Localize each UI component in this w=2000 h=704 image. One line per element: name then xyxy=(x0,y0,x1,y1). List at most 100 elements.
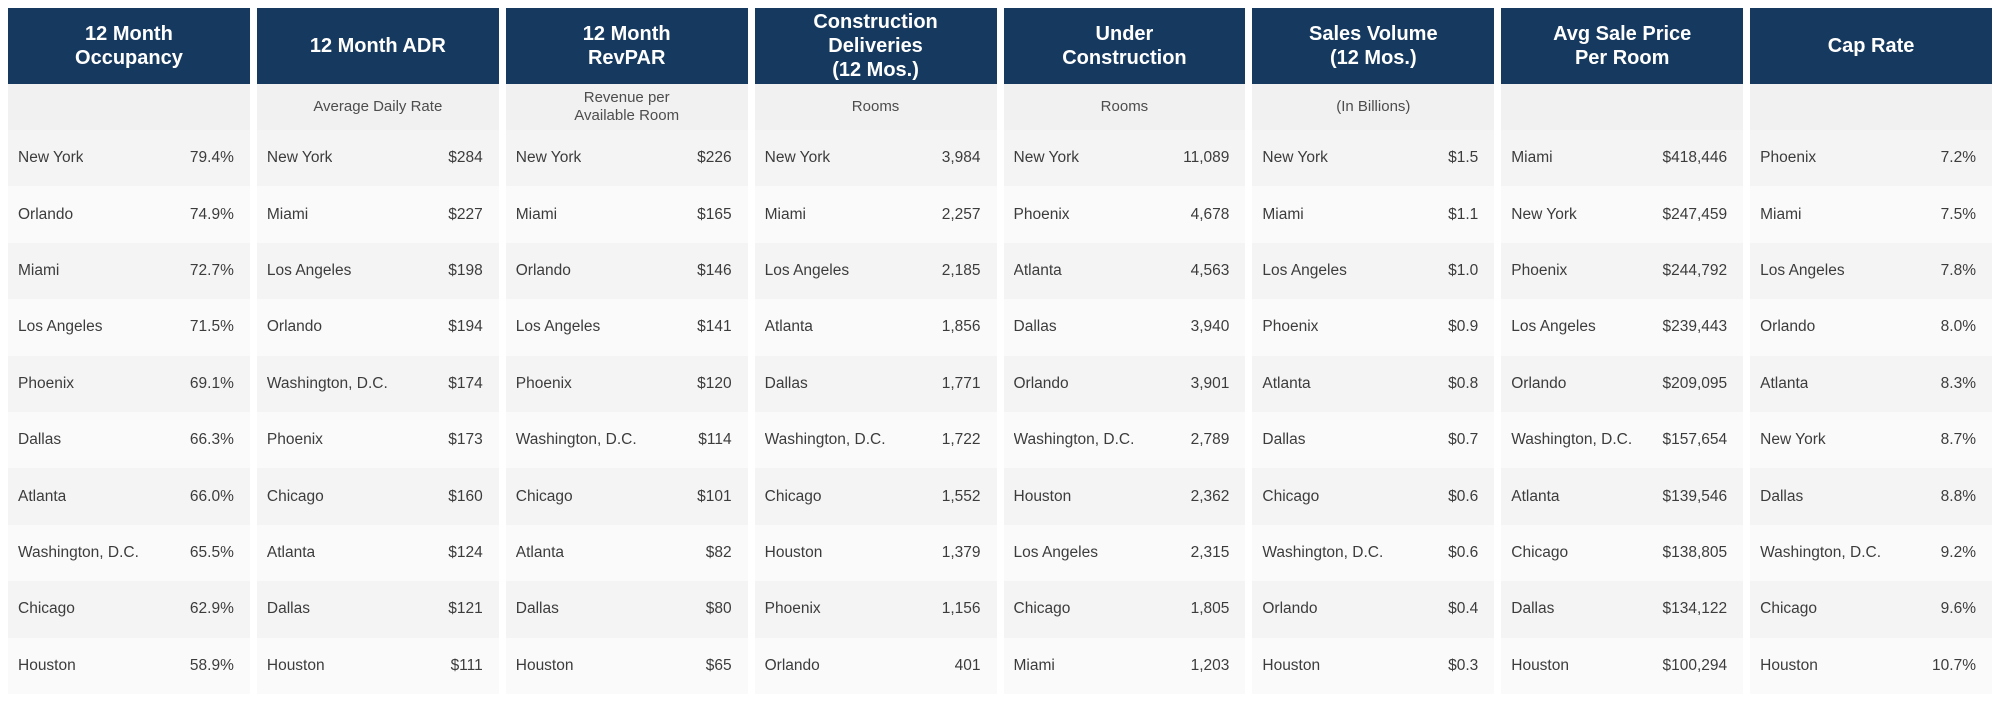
table-row: Los Angeles 2,315 xyxy=(1003,524,1246,582)
metric-column: Construction Deliveries (12 Mos.) Rooms … xyxy=(754,8,997,695)
table-row: Atlanta $82 xyxy=(505,524,748,582)
table-row: Chicago $0.6 xyxy=(1252,468,1495,525)
metric-value: $65 xyxy=(705,656,732,674)
table-row: Los Angeles 7.8% xyxy=(1750,242,1992,300)
metric-value: 11,089 xyxy=(1183,149,1230,167)
market-label: Dallas xyxy=(764,374,808,392)
table-row: New York 3,984 xyxy=(754,130,997,187)
table-row: Phoenix 7.2% xyxy=(1750,130,1992,187)
market-label: New York xyxy=(515,149,582,167)
market-label: Miami xyxy=(1013,656,1055,674)
market-label: Dallas xyxy=(515,600,559,618)
table-row: Chicago $101 xyxy=(505,468,748,525)
column-header: 12 Month ADR xyxy=(256,8,499,84)
market-label: Atlanta xyxy=(1013,262,1062,280)
metric-value: $111 xyxy=(450,656,483,674)
table-row: Atlanta 66.0% xyxy=(8,468,250,525)
market-label: Phoenix xyxy=(1013,205,1070,223)
table-row: Los Angeles $198 xyxy=(256,242,499,300)
metric-value: $247,459 xyxy=(1662,205,1728,223)
table-row: Orlando 3,901 xyxy=(1003,355,1246,413)
table-row: Washington, D.C. $0.6 xyxy=(1252,524,1495,582)
table-row: Los Angeles 2,185 xyxy=(754,242,997,300)
table-row: Atlanta 4,563 xyxy=(1003,242,1246,300)
market-label: New York xyxy=(1013,149,1079,167)
table-row: Chicago $160 xyxy=(256,468,499,525)
table-row: Washington, D.C. 65.5% xyxy=(8,524,250,582)
table-row: Atlanta $124 xyxy=(256,524,499,582)
market-label: Los Angeles xyxy=(18,318,103,336)
market-label: Dallas xyxy=(1760,487,1804,505)
metric-value: 4,678 xyxy=(1190,205,1230,223)
market-label: Miami xyxy=(515,205,558,223)
metric-value: $1.5 xyxy=(1448,149,1479,167)
table-row: Phoenix $173 xyxy=(256,412,499,469)
market-label: Houston xyxy=(515,656,574,674)
column-title: 12 Month ADR xyxy=(309,35,446,57)
table-row: Orlando $146 xyxy=(505,242,748,300)
metric-value: $82 xyxy=(705,544,732,562)
metric-value: $160 xyxy=(448,487,483,505)
table-row: New York $1.5 xyxy=(1252,130,1495,187)
market-label: New York xyxy=(1511,205,1577,223)
market-label: Washington, D.C. xyxy=(1760,544,1882,562)
metric-value: 1,156 xyxy=(941,600,981,618)
market-label: Orlando xyxy=(266,318,323,336)
market-label: Miami xyxy=(266,205,309,223)
market-label: Washington, D.C. xyxy=(18,544,139,562)
metric-value: 7.2% xyxy=(1940,149,1976,167)
metric-column: 12 Month Occupancy New York 79.4% Orland… xyxy=(8,8,250,695)
table-row: New York 79.4% xyxy=(8,130,250,187)
market-label: Atlanta xyxy=(18,487,67,505)
table-row: Atlanta $0.8 xyxy=(1252,355,1495,413)
column-rows: New York $284 Miami $227 Los Angeles $19… xyxy=(256,130,499,695)
metric-value: $134,122 xyxy=(1662,600,1728,618)
table-row: Dallas 66.3% xyxy=(8,412,250,469)
metric-value: $418,446 xyxy=(1662,149,1728,167)
market-label: Houston xyxy=(1760,656,1818,674)
table-row: Dallas $134,122 xyxy=(1501,581,1744,638)
metric-value: $209,095 xyxy=(1662,374,1728,392)
metric-value: $138,805 xyxy=(1662,544,1728,562)
market-label: Atlanta xyxy=(266,544,316,562)
market-label: Chicago xyxy=(1262,487,1320,505)
market-label: New York xyxy=(266,149,333,167)
metric-value: 65.5% xyxy=(189,544,234,562)
market-label: Atlanta xyxy=(1760,374,1809,392)
market-label: Washington, D.C. xyxy=(1013,431,1135,449)
table-row: Chicago 62.9% xyxy=(8,581,250,638)
metric-value: 1,722 xyxy=(941,431,981,449)
table-row: Washington, D.C. 1,722 xyxy=(754,412,997,469)
metric-value: 7.5% xyxy=(1940,205,1976,223)
market-label: Houston xyxy=(266,656,325,674)
column-header: Sales Volume (12 Mos.) xyxy=(1252,8,1495,84)
market-label: New York xyxy=(764,149,831,167)
table-row: Orlando 401 xyxy=(754,637,997,695)
table-row: New York $247,459 xyxy=(1501,186,1744,243)
metric-value: 62.9% xyxy=(189,600,234,618)
metric-value: 66.3% xyxy=(189,431,234,449)
market-label: Atlanta xyxy=(1511,487,1560,505)
table-row: Dallas $80 xyxy=(505,581,748,638)
column-rows: New York 79.4% Orlando 74.9% Miami 72.7%… xyxy=(8,130,250,695)
table-row: Miami $165 xyxy=(505,186,748,243)
table-row: Los Angeles $1.0 xyxy=(1252,242,1495,300)
table-row: Dallas $0.7 xyxy=(1252,412,1495,469)
market-label: Los Angeles xyxy=(1760,262,1845,280)
metric-value: $100,294 xyxy=(1662,656,1728,674)
column-rows: Phoenix 7.2% Miami 7.5% Los Angeles 7.8%… xyxy=(1750,130,1992,695)
table-row: Orlando 74.9% xyxy=(8,186,250,243)
metric-value: 69.1% xyxy=(189,374,234,392)
market-label: Miami xyxy=(764,205,806,223)
table-row: Washington, D.C. $174 xyxy=(256,355,499,413)
metric-value: 1,856 xyxy=(941,318,981,336)
market-label: Los Angeles xyxy=(764,262,850,280)
market-label: Orlando xyxy=(764,656,820,674)
market-label: Orlando xyxy=(1760,318,1816,336)
metric-value: $157,654 xyxy=(1662,431,1728,449)
metric-value: 1,552 xyxy=(941,487,981,505)
market-label: Chicago xyxy=(266,487,324,505)
table-row: Miami $1.1 xyxy=(1252,186,1495,243)
metric-column: Under Construction Rooms New York 11,089… xyxy=(1003,8,1246,695)
table-row: New York $226 xyxy=(505,130,748,187)
